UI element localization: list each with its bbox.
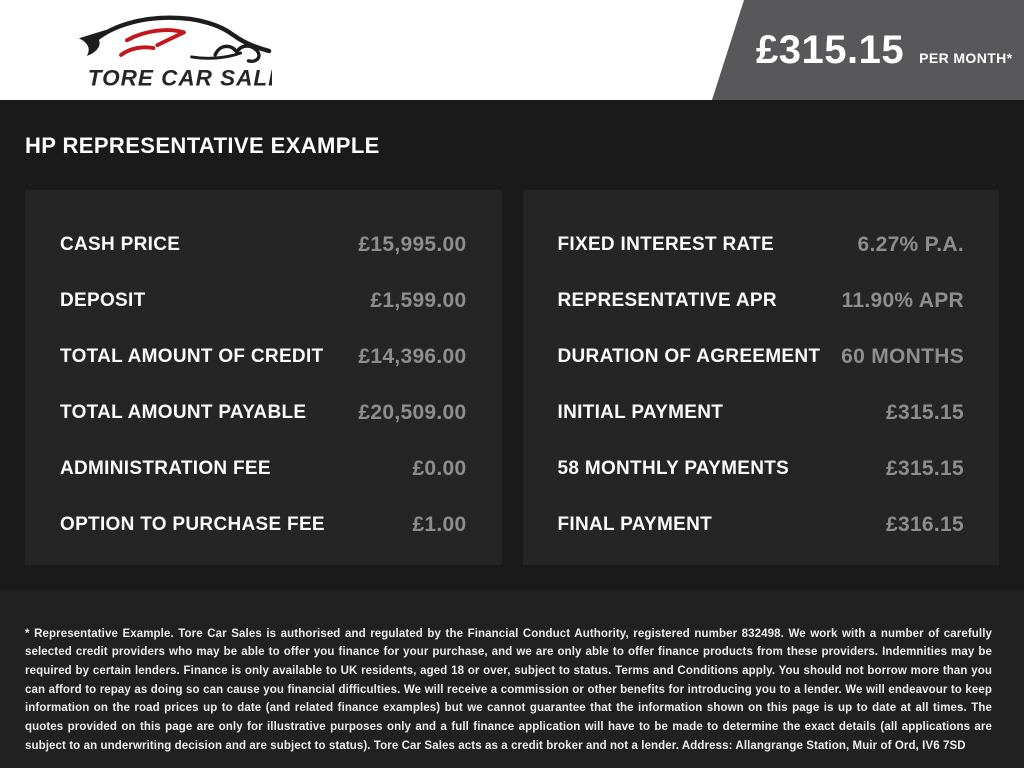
finance-row: TOTAL AMOUNT PAYABLE £20,509.00 (60, 385, 467, 441)
row-value: £315.15 (885, 401, 964, 424)
row-value: £0.00 (412, 457, 467, 480)
row-value: £315.15 (885, 457, 964, 480)
main-content: HP REPRESENTATIVE EXAMPLE CASH PRICE £15… (0, 100, 1024, 565)
monthly-price: £315.15 (756, 27, 905, 72)
row-label: DURATION OF AGREEMENT (557, 346, 821, 367)
page-title: HP REPRESENTATIVE EXAMPLE (25, 133, 380, 158)
row-value: 60 MONTHS (841, 345, 964, 368)
car-logo-icon: TORE CAR SALES (78, 15, 299, 90)
finance-row: REPRESENTATIVE APR 11.90% APR (558, 273, 965, 329)
row-value: £14,396.00 (358, 345, 467, 368)
row-value: 11.90% APR (841, 289, 964, 312)
price-period-label: PER MONTH* (919, 50, 1013, 66)
logo-text: TORE CAR SALES (88, 65, 272, 90)
row-label: CASH PRICE (60, 234, 181, 255)
finance-row: ADMINISTRATION FEE £0.00 (60, 441, 467, 497)
finance-row: OPTION TO PURCHASE FEE £1.00 (60, 497, 467, 553)
row-value: £1,599.00 (370, 289, 467, 312)
dealer-logo[interactable]: TORE CAR SALES (76, 10, 299, 99)
finance-row: FINAL PAYMENT £316.15 (558, 497, 965, 553)
finance-panels: CASH PRICE £15,995.00 DEPOSIT £1,599.00 … (25, 190, 999, 565)
finance-row: DURATION OF AGREEMENT 60 MONTHS (558, 329, 965, 385)
row-value: £1.00 (412, 513, 467, 536)
finance-panel-right: FIXED INTEREST RATE 6.27% P.A. REPRESENT… (522, 190, 999, 565)
row-label: FINAL PAYMENT (557, 514, 713, 535)
header: TORE CAR SALES £315.15 PER MONTH* (0, 0, 1024, 100)
row-label: TOTAL AMOUNT PAYABLE (60, 402, 307, 423)
row-label: 58 MONTHLY PAYMENTS (557, 458, 790, 479)
finance-row: FIXED INTEREST RATE 6.27% P.A. (558, 217, 965, 273)
row-label: OPTION TO PURCHASE FEE (60, 514, 325, 535)
finance-row: TOTAL AMOUNT OF CREDIT £14,396.00 (60, 329, 467, 385)
row-label: INITIAL PAYMENT (557, 402, 724, 423)
row-value: 6.27% P.A. (857, 233, 964, 256)
finance-row: CASH PRICE £15,995.00 (60, 217, 467, 273)
finance-row: DEPOSIT £1,599.00 (60, 273, 467, 329)
row-label: TOTAL AMOUNT OF CREDIT (60, 346, 324, 367)
row-value: £20,509.00 (358, 401, 467, 424)
row-label: FIXED INTEREST RATE (557, 234, 774, 255)
row-label: REPRESENTATIVE APR (557, 290, 777, 311)
finance-row: 58 MONTHLY PAYMENTS £315.15 (558, 441, 965, 497)
row-label: DEPOSIT (60, 290, 146, 311)
row-value: £15,995.00 (358, 233, 467, 256)
finance-panel-left: CASH PRICE £15,995.00 DEPOSIT £1,599.00 … (25, 190, 502, 565)
footer: * Representative Example. Tore Car Sales… (0, 590, 1024, 768)
disclaimer-text: * Representative Example. Tore Car Sales… (25, 627, 992, 752)
row-value: £316.15 (885, 513, 964, 536)
row-label: ADMINISTRATION FEE (60, 458, 271, 479)
finance-row: INITIAL PAYMENT £315.15 (558, 385, 965, 441)
price-banner: £315.15 PER MONTH* (712, 0, 1024, 100)
